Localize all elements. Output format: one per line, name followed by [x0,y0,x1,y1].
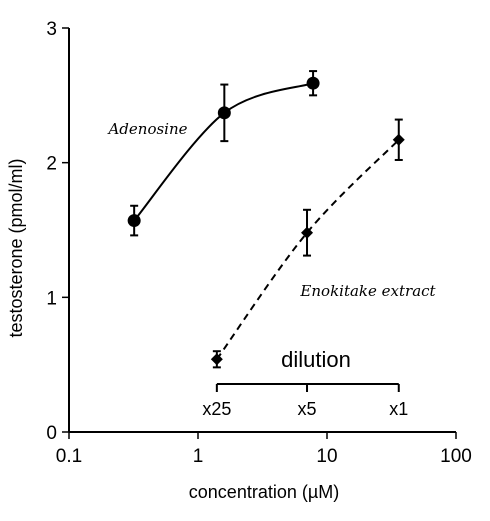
x-tick-label: 0.1 [56,446,82,467]
x-tick-label: 1 [193,446,204,467]
dilution-tick-label: x5 [298,399,317,419]
data-point [217,106,231,120]
data-point [127,214,141,228]
dilution-tick-label: x1 [389,399,408,419]
series-label: Enokitake extract [299,282,436,300]
series-adenosine: Adenosine [106,70,320,237]
series-layer: Adenosine Enokitake extract [106,70,437,369]
dilution-axis: dilution x25 x5 x1 [202,347,408,419]
x-tick-label: 10 [316,446,337,467]
x-axis-title: concentration (µM) [189,482,339,502]
data-point [306,76,320,90]
data-point [392,133,405,146]
series-enokitake-extract: Enokitake extract [210,118,437,369]
data-point [210,353,223,366]
y-tick-label: 1 [46,288,57,309]
y-tick-label: 0 [46,423,57,444]
y-axis-title: testosterone (pmol/ml) [6,158,26,337]
series-label: Adenosine [106,120,187,138]
y-tick-label: 2 [46,154,57,175]
y-tick-label: 3 [46,19,57,40]
series-line [216,139,400,360]
x-tick-label: 100 [440,446,472,467]
dilution-tick-label: x25 [202,399,231,419]
dilution-title: dilution [281,347,351,372]
data-point [301,226,314,239]
axes: 0 1 2 3 0.1 1 10 100 [46,19,471,467]
